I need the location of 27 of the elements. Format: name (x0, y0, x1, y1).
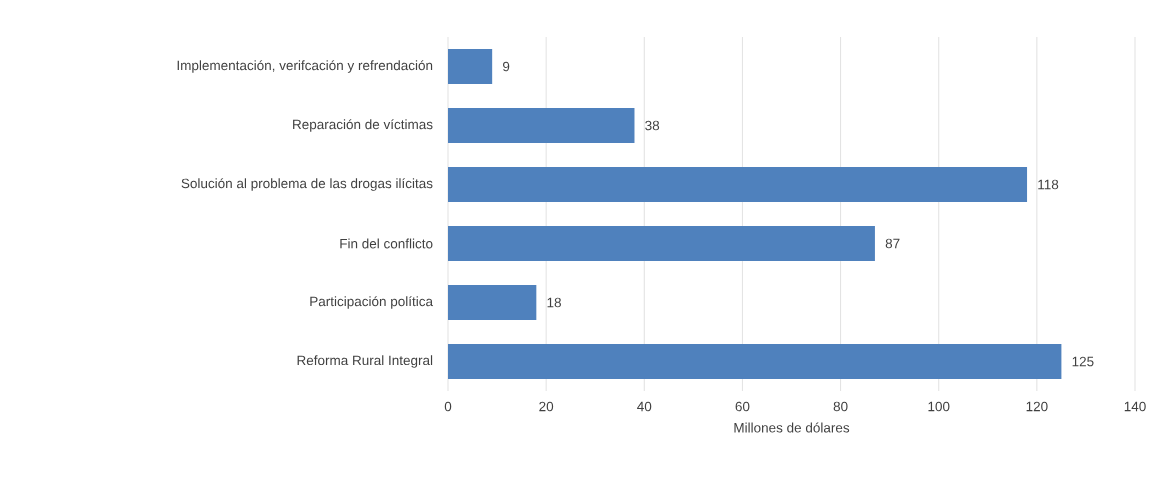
y-tick-label: Implementación, verifcación y refrendación (177, 60, 433, 73)
bar (448, 344, 1062, 379)
x-tick-label: 40 (637, 401, 652, 412)
bar (448, 285, 537, 320)
y-tick-label: Reforma Rural Integral (297, 355, 433, 368)
x-tick-label: 60 (735, 401, 750, 412)
bar (448, 108, 635, 143)
y-tick-label: Solución al problema de las drogas ilícitas (181, 178, 433, 191)
x-tick-label: 0 (444, 401, 452, 412)
x-tick-label: 140 (1124, 401, 1146, 412)
data-label: 125 (1072, 356, 1094, 367)
y-tick-label: Participación política (310, 296, 434, 309)
data-label: 9 (503, 61, 510, 72)
y-tick-label: Fin del conflicto (340, 238, 433, 249)
bar (448, 226, 875, 261)
data-label: 118 (1038, 179, 1059, 190)
y-tick-label: Reparación de víctimas (293, 119, 433, 132)
data-label: 18 (547, 297, 561, 308)
x-tick-label: 80 (833, 401, 848, 412)
x-axis-title: Millones de dólares (734, 422, 850, 433)
bar (448, 49, 493, 84)
data-label: 87 (885, 238, 900, 249)
x-tick-label: 20 (539, 401, 554, 412)
bar (448, 167, 1028, 202)
x-tick-label: 100 (928, 401, 950, 412)
data-label: 38 (645, 120, 660, 131)
x-tick-label: 120 (1026, 401, 1048, 412)
